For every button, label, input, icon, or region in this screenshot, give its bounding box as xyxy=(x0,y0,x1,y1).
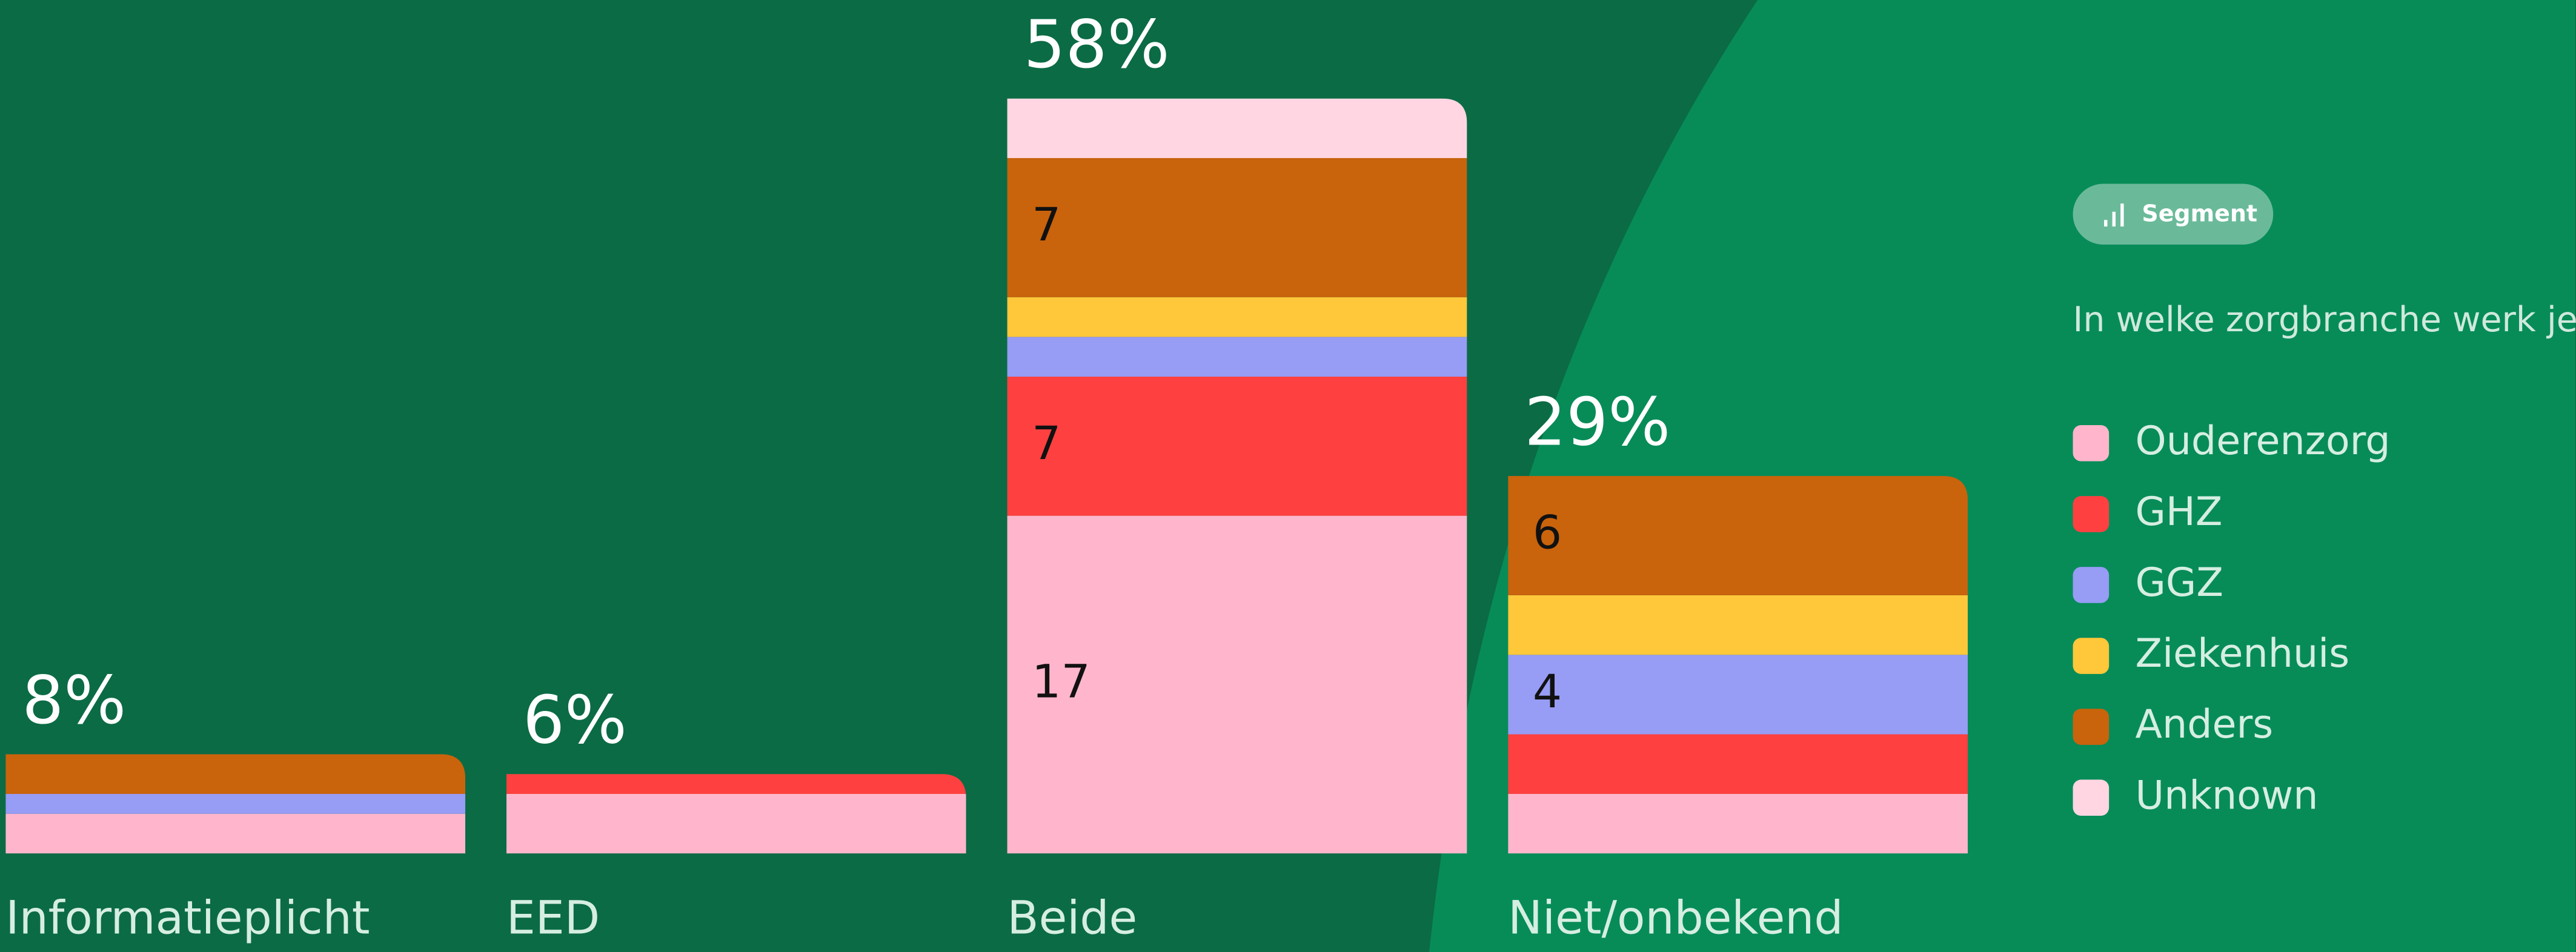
x-tick-label: Niet/onbekend xyxy=(1508,891,1843,944)
legend-swatch xyxy=(2073,496,2110,532)
legend-label: Ouderenzorg xyxy=(2136,418,2391,464)
bar-segment xyxy=(1508,595,1968,655)
bar-segment xyxy=(1508,793,1968,854)
bar-segment xyxy=(1508,476,1968,595)
x-tick-label: Informatieplicht xyxy=(5,891,370,944)
bar-segment xyxy=(506,774,966,794)
icon xyxy=(2112,211,2116,227)
total-label: 29% xyxy=(1524,383,1670,460)
bar-segment xyxy=(5,813,466,854)
bar-segment xyxy=(1508,734,1968,794)
bar-segment xyxy=(1007,158,1467,297)
bar-segment xyxy=(5,793,466,814)
legend-swatch xyxy=(2073,779,2110,816)
legend-label: GHZ xyxy=(2136,489,2223,535)
button-bg[interactable] xyxy=(2073,183,2274,245)
bar xyxy=(506,774,966,854)
legend-swatch xyxy=(2073,709,2110,745)
bar-segment xyxy=(1007,337,1467,377)
legend-swatch xyxy=(2073,638,2110,674)
data-label: 17 xyxy=(1032,655,1090,708)
data-label: 4 xyxy=(1533,665,1562,718)
data-label: 7 xyxy=(1032,417,1061,470)
legend-label: Unknown xyxy=(2136,773,2319,818)
bar-segment xyxy=(1508,655,1968,735)
legend-swatch xyxy=(2073,425,2110,461)
total-label: 6% xyxy=(523,682,627,759)
bar-segment xyxy=(1007,515,1467,854)
total-label: 58% xyxy=(1024,6,1170,83)
data-label: 7 xyxy=(1032,198,1061,251)
bar-segment xyxy=(5,754,466,794)
legend-label: GGZ xyxy=(2136,560,2223,606)
icon xyxy=(2104,220,2108,227)
legend-swatch xyxy=(2073,567,2110,603)
segment-button[interactable]: Segment xyxy=(2073,183,2274,245)
bar xyxy=(5,754,466,854)
x-tick-label: Beide xyxy=(1007,891,1138,944)
bar-segment xyxy=(1007,376,1467,516)
bar xyxy=(1007,98,1467,854)
data-label: 6 xyxy=(1533,506,1562,559)
total-label: 8% xyxy=(22,662,126,739)
legend-label: Anders xyxy=(2136,702,2274,747)
legend-label: Ziekenhuis xyxy=(2136,631,2350,676)
bar xyxy=(1508,476,1968,854)
button-label[interactable]: Segment xyxy=(2142,200,2257,227)
bar-segment xyxy=(1007,297,1467,337)
legend-title: In welke zorgbranche werk je? xyxy=(2073,300,2576,340)
icon xyxy=(2120,203,2124,227)
bar-segment xyxy=(506,793,966,854)
x-tick-label: EED xyxy=(506,891,600,944)
bar-segment xyxy=(1007,98,1467,159)
